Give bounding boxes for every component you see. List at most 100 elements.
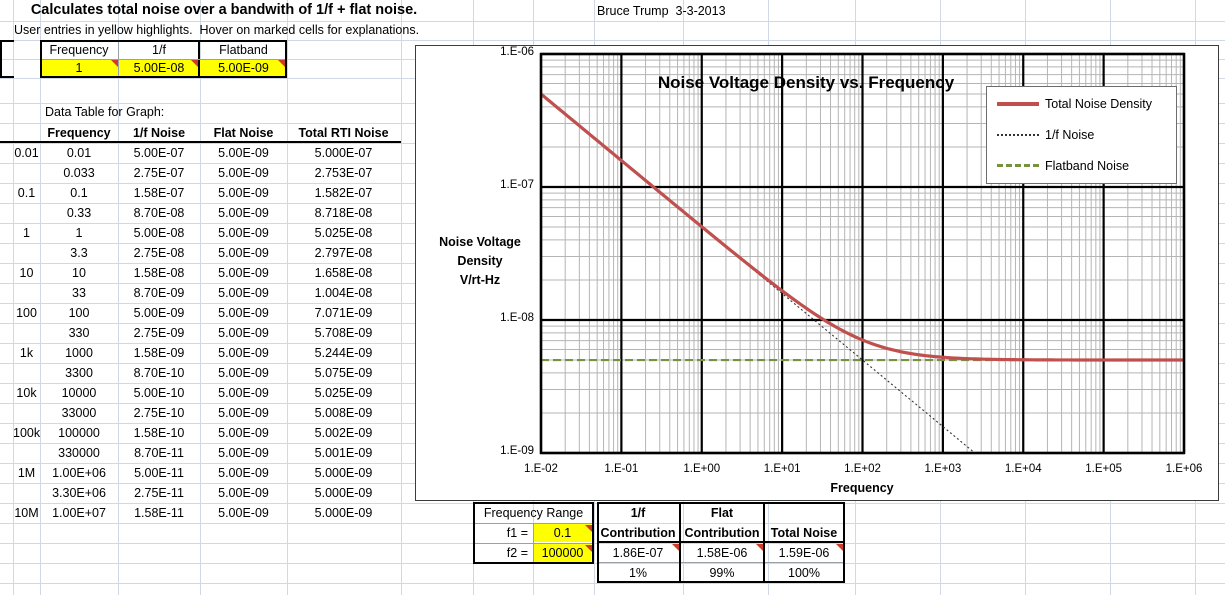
x-tick-label: 1.E+01	[763, 463, 801, 475]
border-line	[597, 581, 845, 583]
table-cell: 5.00E-09	[218, 286, 269, 300]
table-cell: 2.75E-09	[133, 326, 185, 340]
table-cell: 1.004E-08	[314, 286, 373, 300]
input-header-flatband: Flatband	[219, 43, 268, 57]
table-cell: 1.58E-11	[134, 506, 184, 520]
table-cell: 10	[72, 266, 86, 280]
input-frequency-cell[interactable]: 1	[75, 61, 83, 75]
one-over-f-line-swatch	[997, 133, 1039, 136]
row-label: 1k	[19, 346, 34, 360]
row-label: 100k	[13, 426, 41, 440]
table-cell: 1	[75, 226, 83, 240]
input-1f-cell[interactable]: 5.00E-08	[133, 61, 185, 75]
col-header-flat-noise: Flat Noise	[213, 126, 274, 140]
table-cell: 5.000E-09	[314, 466, 373, 480]
table-cell: 5.008E-09	[314, 406, 373, 420]
table-cell: 5.075E-09	[314, 366, 373, 380]
row-label: 10	[19, 266, 34, 280]
input-flatband-cell[interactable]: 5.00E-09	[218, 61, 269, 75]
table-cell: 2.75E-10	[133, 406, 185, 420]
contrib-flat-header-line1: Flat	[710, 506, 734, 520]
table-cell: 330	[68, 326, 90, 340]
sheet-subtitle: User entries in yellow highlights. Hover…	[14, 23, 420, 37]
border-line	[679, 502, 681, 583]
y-tick-label: 1.E-06	[500, 46, 534, 58]
comment-marker	[836, 544, 843, 551]
table-cell: 5.00E-09	[218, 146, 269, 160]
row-label: 1	[23, 226, 30, 240]
table-cell: 5.000E-07	[314, 146, 373, 160]
contrib-flat-percent: 99%	[709, 566, 735, 580]
total-noise-percent: 100%	[788, 566, 820, 580]
table-cell: 8.70E-08	[133, 206, 185, 220]
border-line	[533, 523, 534, 562]
x-tick-label: 1.E+00	[683, 463, 721, 475]
comment-marker	[672, 544, 679, 551]
table-cell: 5.001E-09	[314, 446, 373, 460]
border-line	[597, 502, 599, 583]
table-cell: 5.00E-09	[218, 346, 269, 360]
table-cell: 5.00E-09	[218, 506, 269, 520]
table-cell: 8.70E-11	[134, 446, 184, 460]
table-cell: 0.33	[66, 206, 92, 220]
table-cell: 1.58E-08	[133, 266, 185, 280]
table-cell: 1.00E+07	[52, 506, 106, 520]
comment-marker	[756, 544, 763, 551]
table-cell: 5.00E-09	[218, 226, 269, 240]
border-line	[40, 40, 287, 42]
y-tick-label: 1.E-08	[500, 312, 534, 324]
table-cell: 5.00E-09	[218, 206, 269, 220]
f1-value[interactable]: 0.1	[553, 526, 572, 540]
border-line	[473, 502, 594, 504]
table-cell: 5.00E-09	[218, 426, 269, 440]
table-cell: 1.58E-10	[133, 426, 185, 440]
border-line	[0, 40, 14, 42]
table-cell: 1.58E-09	[133, 346, 185, 360]
table-cell: 5.00E-10	[133, 386, 185, 400]
f2-value[interactable]: 100000	[541, 546, 584, 560]
data-table-caption: Data Table for Graph:	[45, 105, 165, 119]
table-cell: 5.002E-09	[314, 426, 373, 440]
input-header-1f: 1/f	[152, 43, 166, 57]
border-line	[473, 502, 475, 564]
border-line	[763, 502, 765, 583]
table-cell: 0.01	[66, 146, 92, 160]
table-cell: 8.70E-09	[133, 286, 185, 300]
total-noise-density-line	[539, 92, 1184, 362]
row-label: 0.1	[17, 186, 36, 200]
table-cell: 5.025E-08	[314, 226, 373, 240]
sheet-title: Calculates total noise over a bandwith o…	[30, 2, 418, 18]
border-line	[592, 502, 594, 564]
f2-highlight	[534, 544, 591, 562]
border-line	[285, 40, 287, 78]
noise-chart-plot	[539, 52, 1186, 455]
total-noise-header: Total Noise	[770, 526, 838, 540]
table-cell: 2.75E-11	[134, 486, 184, 500]
table-cell: 2.797E-08	[314, 246, 373, 260]
row-label: 0.01	[14, 146, 39, 160]
chart-title: Noise Voltage Density vs. Frequency	[657, 73, 955, 92]
legend-item-total-noise: Total Noise Density	[987, 97, 1176, 111]
f1-highlight	[534, 524, 591, 542]
table-cell: 3300	[65, 366, 93, 380]
table-cell: 5.00E-09	[218, 266, 269, 280]
y-tick-label: 1.E-07	[500, 179, 534, 191]
table-cell: 1.658E-08	[314, 266, 373, 280]
table-cell: 5.00E-09	[218, 446, 269, 460]
row-label: 100	[16, 306, 37, 320]
table-cell: 5.00E-09	[218, 186, 269, 200]
contrib-1f-header-line2: Contribution	[600, 526, 676, 540]
table-cell: 1.582E-07	[314, 186, 373, 200]
table-cell: 5.00E-09	[218, 306, 269, 320]
table-cell: 5.00E-09	[218, 466, 269, 480]
x-tick-label: 1.E+03	[924, 463, 962, 475]
border-line	[0, 40, 2, 78]
row-label: 10k	[16, 386, 37, 400]
col-header-frequency: Frequency	[47, 126, 111, 140]
input-header-frequency: Frequency	[49, 43, 109, 57]
table-cell: 100000	[58, 426, 100, 440]
col-header-1f-noise: 1/f Noise	[132, 126, 186, 140]
table-cell: 1.00E+06	[52, 466, 106, 480]
table-cell: 0.1	[70, 186, 88, 200]
table-cell: 5.00E-11	[134, 466, 184, 480]
